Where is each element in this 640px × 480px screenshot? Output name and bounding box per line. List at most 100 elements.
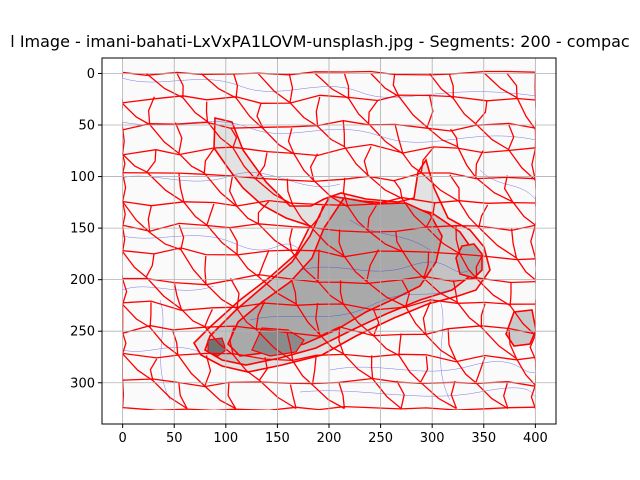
segment-boundary-edge [475, 123, 509, 151]
segment-boundary-edge [426, 95, 434, 128]
segment-boundary-edge [450, 380, 458, 409]
segment-boundary-edge [531, 148, 536, 181]
segment-boundary-edge [122, 153, 148, 173]
segment-boundary-edge [314, 73, 349, 99]
segment-boundary-edge [287, 128, 295, 155]
segment-boundary-edge [425, 334, 457, 361]
segment-boundary-edge [401, 198, 427, 228]
segment-boundary-edge [455, 225, 461, 254]
segment-boundary-edge [204, 385, 236, 410]
segment-boundary-edge [310, 226, 345, 257]
segment-boundary-edge [232, 354, 260, 381]
segment-boundary-edge [534, 99, 536, 130]
x-tick-label: 300 [420, 431, 445, 446]
segment-boundary-edge [206, 224, 238, 255]
segment-boundary-edge [428, 73, 454, 99]
segment-boundary-edge [402, 251, 425, 279]
segment-boundary-edge [363, 146, 372, 176]
segment-boundary-edge [229, 277, 240, 309]
segment-boundary-edge [478, 204, 489, 228]
segment-boundary-edge [257, 223, 292, 252]
segment-boundary-edge [423, 277, 458, 303]
segment-boundary-edge [236, 206, 259, 225]
segment-boundary-edge [152, 380, 188, 410]
segment-boundary-edge [367, 100, 379, 124]
segment-boundary-edge [311, 384, 345, 410]
segment-boundary-edge [177, 354, 206, 387]
y-tick-label: 0 [87, 67, 95, 82]
segment-boundary-edge [420, 381, 457, 410]
segment-boundary-edge [149, 327, 179, 356]
segment-boundary-edge [342, 177, 349, 207]
segment-boundary-edge [393, 179, 403, 199]
segment-boundary-edge [232, 147, 256, 180]
segment-boundary-edge [145, 72, 184, 99]
segment-boundary-edge [286, 178, 294, 205]
segment-boundary-edge [422, 301, 432, 335]
segment-boundary-edge [147, 96, 155, 125]
segment-boundary-edge [176, 73, 184, 98]
segment-boundary-edge [291, 203, 312, 228]
segment-boundary-edge [203, 172, 238, 208]
segment-boundary-edge [178, 172, 185, 203]
segment-boundary-edge [174, 122, 183, 154]
segment-boundary-edge [310, 205, 324, 228]
y-tick-label: 200 [70, 273, 95, 288]
y-tick-label: 250 [70, 325, 95, 340]
segment-boundary-edge [455, 359, 477, 384]
segment-boundary-edge [449, 174, 460, 202]
segment-boundary-edge [480, 326, 517, 360]
segment-boundary-edge [205, 283, 238, 310]
segment-boundary-edge [452, 98, 477, 125]
segment-boundary-edge [236, 254, 259, 278]
segment-boundary-edge [367, 229, 404, 253]
segment-boundary-edge [180, 249, 207, 285]
segment-boundary-edge [313, 179, 349, 208]
segment-boundary-edge [450, 128, 459, 147]
segment-boundary-edge [288, 73, 294, 103]
x-tick-label: 250 [368, 431, 393, 446]
segment-boundary-edge [288, 228, 293, 252]
segment-boundary-edge [255, 301, 266, 330]
segment-boundary-edge [311, 355, 317, 385]
segment-boundary-edge [347, 206, 369, 231]
segment-boundary-edge [366, 280, 406, 308]
segment-boundary-edge [512, 201, 536, 226]
segment-boundary-edge [484, 73, 518, 99]
segment-boundary-edge [372, 378, 402, 409]
segment-boundary-edge [507, 149, 536, 181]
segment-boundary-edge [146, 171, 185, 203]
segment-boundary-edge [178, 152, 205, 174]
segment-boundary-edge [146, 150, 157, 173]
segment-boundary-row [122, 143, 536, 157]
segment-boundary-edge [122, 103, 151, 126]
x-tick-label: 100 [213, 431, 238, 446]
segment-boundary-edge [263, 128, 295, 155]
object-right-knob [455, 243, 483, 279]
segment-boundary-edge [122, 153, 126, 174]
segment-boundary-edge [395, 231, 404, 253]
segment-boundary-edge [370, 73, 400, 98]
segment-boundary-edge [506, 73, 518, 98]
chart-title: l Image - imani-bahati-LxVxPA1LOVM-unspl… [10, 32, 629, 51]
segment-boundary-edge [319, 334, 344, 355]
segment-boundary-edge [475, 254, 484, 279]
segment-boundary-edge [373, 335, 400, 356]
segment-boundary-edge [339, 280, 344, 305]
y-tick-label: 50 [78, 119, 95, 134]
segment-boundary-row [122, 299, 536, 312]
segment-boundary-edge [420, 147, 434, 173]
segment-boundary-edge [475, 100, 488, 125]
segment-boundary-edge [423, 251, 430, 279]
segment-boundary-edge [258, 357, 268, 381]
segment-boundary-edge [315, 303, 321, 335]
x-axis: 0 50 100 150 200 250 300 350 400 [118, 424, 548, 446]
segment-boundary-edge [534, 302, 536, 336]
segment-boundary-edge [394, 123, 404, 154]
segment-boundary-edge [420, 172, 460, 202]
segment-boundary-edge [149, 231, 182, 251]
segment-boundary-edge [149, 302, 152, 328]
segment-boundary-row [122, 196, 536, 207]
y-tick-label: 150 [70, 222, 95, 237]
segment-boundary-edge [348, 98, 370, 125]
